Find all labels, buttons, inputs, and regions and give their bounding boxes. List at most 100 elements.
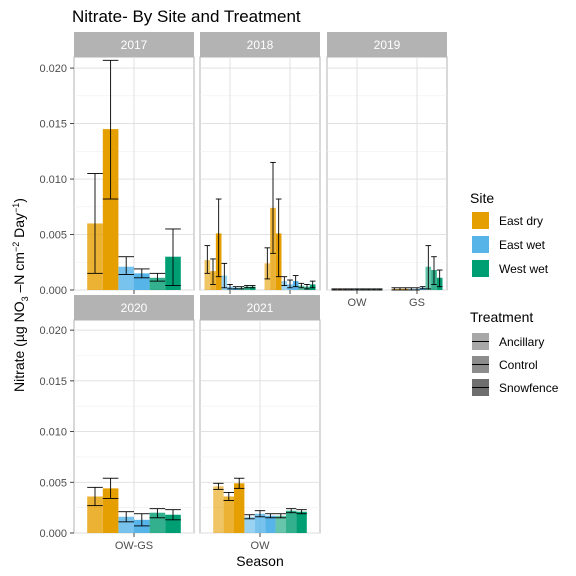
legend-label: Control [499,358,538,372]
legend-item-west-wet: West wet [472,260,549,277]
facet-strip-label: 2018 [247,38,274,52]
error-bar-east-wet-control [227,284,233,290]
facet-strip [74,32,194,57]
error-bar-west-wet-snowfence [249,285,256,289]
facet-strip [200,32,320,57]
error-bar-west-wet-ancillary [425,245,432,290]
error-bar-east-dry-control [87,486,103,507]
bar-east-dry-snowfence [102,129,119,290]
error-bar-east-dry-ancillary [264,247,271,280]
facet-strip-label: 2019 [374,38,401,52]
error-bar-east-wet-ancillary [348,288,355,291]
error-bar-east-dry-snowfence [275,198,282,278]
panel-2021: 2021 OW [199,295,321,552]
error-bar-east-wet-snowfence [232,286,239,290]
x-tick-label: OW [348,297,368,309]
y-tick-label: 0.005 [39,477,67,489]
y-tick-label: 0.015 [39,376,67,388]
error-bar-east-dry-ancillary [213,482,224,490]
bar-west-wet-snowfence [249,286,256,290]
error-bar-west-wet-ancillary [298,282,305,289]
season-group-ow-gs [204,198,256,290]
legend-item-snowfence: Snowfence [472,379,559,396]
y-axis-title: Nitrate (µg NO3 –N cm−2 Day−1) [11,198,30,392]
bar-west-wet-ancillary [275,515,286,533]
legend-item-east-wet: East wet [472,236,546,253]
facet-strip [200,295,320,320]
panel-2018: 2018OW-GSGS [199,32,321,309]
error-bar-west-wet-snowfence [309,280,316,289]
facet-strip-label: 2020 [121,301,148,315]
y-tick-label: 0.010 [39,427,67,439]
error-bar-west-wet-control [244,285,250,289]
error-bar-east-dry-control [223,491,234,501]
error-bar-east-dry-snowfence [102,59,119,200]
bar-east-wet-control [118,516,134,533]
error-bar-east-wet-ancillary [244,514,255,520]
error-bar-east-wet-snowfence [134,268,150,279]
y-tick-label: 0.020 [39,325,67,337]
facet-strip [74,295,194,320]
bar-west-wet-control [244,286,250,290]
error-bar-east-wet-ancillary [221,262,228,289]
legend-item-east-dry: East dry [472,212,543,229]
error-bar-east-dry-ancillary [391,287,398,291]
bar-west-wet-snowfence [165,514,181,533]
chart-title: Nitrate- By Site and Treatment [72,7,301,26]
facet-strip [327,32,447,57]
legend-swatch [472,260,489,277]
error-bar-west-wet-control [371,288,377,291]
legend-label: Ancillary [499,335,544,349]
error-bar-east-dry-snowfence [342,288,349,291]
error-bar-east-wet-ancillary [408,287,415,291]
error-bar-east-wet-control [118,511,134,523]
error-bar-east-dry-control [210,258,216,285]
error-bar-east-dry-ancillary [331,288,338,291]
season-group-ow-gs [87,477,181,533]
legend-site-title: Site [470,190,494,206]
error-bar-east-dry-control [270,161,276,254]
y-tick-label: 0.000 [39,285,67,297]
error-bar-west-wet-ancillary [365,288,372,291]
error-bar-east-wet-control [287,279,293,289]
legend-label: Snowfence [499,381,559,395]
season-group-ow [331,288,383,291]
error-bar-west-wet-control [431,256,437,285]
error-bar-west-wet-control [304,284,310,290]
error-bar-east-dry-control [397,287,403,291]
legend-label: East wet [499,238,546,252]
error-bar-east-wet-snowfence [359,288,366,291]
bar-west-wet-control [286,510,297,533]
y-tick-label: 0.005 [39,230,67,242]
y-tick-label: 0.020 [39,63,67,75]
legend-swatch [472,212,489,229]
bar-east-wet-snowfence [265,515,276,533]
error-bar-east-dry-snowfence [102,477,119,499]
error-bar-west-wet-snowfence [296,509,307,515]
error-bar-west-wet-snowfence [436,269,443,288]
error-bar-west-wet-control [149,508,166,519]
bar-east-dry-snowfence [102,488,119,533]
error-bar-east-wet-snowfence [134,513,150,527]
season-group-gs [391,245,443,291]
legend-treatment: Treatment Ancillary Control Snowfence [470,309,559,396]
season-group-ow [213,477,307,533]
season-group-gs [264,161,316,290]
error-bar-east-wet-snowfence [419,286,426,290]
legend-swatch [472,236,489,253]
x-tick-label: OW-GS [115,540,153,552]
facet-strip-label: 2021 [247,301,274,315]
bar-west-wet-snowfence [296,511,307,533]
season-group-ow [87,59,181,290]
error-bar-east-dry-control [87,173,103,274]
x-tick-label: GS [409,297,425,309]
x-tick-label: OW [251,540,271,552]
legend-label: East dry [499,214,543,228]
error-bar-west-wet-control [149,272,166,282]
panel-background [326,56,448,291]
error-bar-east-wet-snowfence [265,513,276,519]
bar-east-dry-ancillary [213,486,224,533]
error-bar-west-wet-snowfence [165,228,181,287]
